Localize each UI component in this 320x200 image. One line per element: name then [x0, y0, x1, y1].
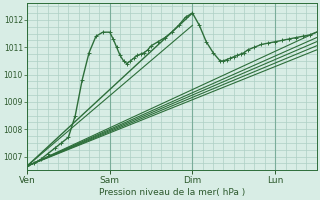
- X-axis label: Pression niveau de la mer( hPa ): Pression niveau de la mer( hPa ): [99, 188, 245, 197]
